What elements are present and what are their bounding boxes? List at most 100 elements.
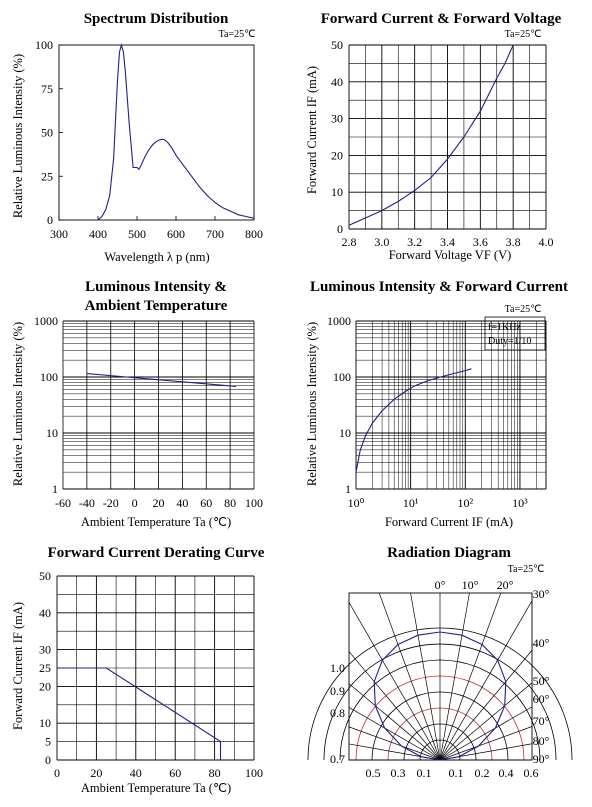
chart2-xtick-label: 3.6 xyxy=(473,235,488,249)
chart1-xlabel: Wavelength λ p (nm) xyxy=(104,250,209,264)
chart1-ytick-label: 25 xyxy=(41,169,53,183)
chart6-grid-ray xyxy=(348,683,441,761)
chart2-xtick-label: 3.4 xyxy=(440,235,455,249)
chart1-frame xyxy=(58,44,255,221)
chart1-ytick-label: 50 xyxy=(41,126,53,140)
chart1-annotation: Ta=25℃ xyxy=(219,29,256,40)
chart6-bottom-label: 0.3 xyxy=(391,766,406,780)
chart5-ylabel: Forward Current IF (mA) xyxy=(11,602,25,730)
chart5-ytick-label: 0 xyxy=(45,753,51,767)
chart4-annotation: Ta=25℃ xyxy=(505,304,542,315)
chart5-xtick-label: 80 xyxy=(209,766,221,780)
chart2-ytick-label: 10 xyxy=(331,185,343,199)
chart4-series-line xyxy=(355,368,472,473)
chart4-note-duty: Duty=1/10 xyxy=(488,336,531,347)
chart2-xtick-label: 3.2 xyxy=(407,235,422,249)
chart2-xtick-label: 3.8 xyxy=(506,235,521,249)
chart6-annotation: Ta=25℃ xyxy=(508,564,545,575)
chart2-series-line xyxy=(348,44,514,226)
chart3-xtick-label: 20 xyxy=(153,496,165,510)
chart4-ytick-label: 1 xyxy=(345,482,351,496)
chart3-xtick-label: 40 xyxy=(176,496,188,510)
chart6-grid-ray xyxy=(439,650,533,761)
chart5-series-line xyxy=(57,667,222,760)
chart4-ytick-label: 10 xyxy=(339,426,351,440)
chart6-left-label: 1.0 xyxy=(330,661,345,675)
chart4-title: Luminous Intensity & Forward Current xyxy=(310,279,568,295)
chart6-grid-ray xyxy=(439,592,502,761)
chart6-grid-ray xyxy=(348,651,441,761)
chart2-ylabel: Forward Current IF (mA) xyxy=(305,66,319,194)
chart5-xtick-label: 0 xyxy=(54,766,60,780)
chart6-grid-ray xyxy=(439,600,533,761)
chart6-bottom-label: 0.2 xyxy=(475,766,490,780)
chart4-note-freq: f=1KHz xyxy=(488,322,521,333)
chart2-ytick-label: 40 xyxy=(331,75,343,89)
chart1-xtick-label: 700 xyxy=(206,227,224,241)
chart4-ytick-label: 1000 xyxy=(327,314,351,328)
chart4-xtick-label: 10⁰ xyxy=(348,496,365,510)
chart5-xtick-label: 40 xyxy=(130,766,142,780)
chart5-ytick-label: 50 xyxy=(39,569,51,583)
chart6-angle-label: 20° xyxy=(497,578,514,592)
chart3-xtick-label: 60 xyxy=(200,496,212,510)
chart6-angle-label: 10° xyxy=(462,578,479,592)
chart6-grid-ray xyxy=(439,726,533,761)
chart5-xtick-label: 100 xyxy=(245,766,263,780)
chart1-xtick-label: 600 xyxy=(167,227,185,241)
chart4-ytick-label: 100 xyxy=(333,370,351,384)
chart6-angle-label: 70° xyxy=(533,714,550,728)
chart5-ytick-label: 30 xyxy=(39,643,51,657)
chart6-bottom-label: 0.4 xyxy=(499,766,514,780)
chart3-ytick-label: 100 xyxy=(40,370,58,384)
chart3-xlabel: Ambient Temperature Ta (℃) xyxy=(81,515,231,529)
chart6-grid-ray xyxy=(439,706,533,761)
chart6-grid-ray xyxy=(439,682,533,761)
chart6-bottom-label: 0.1 xyxy=(417,766,432,780)
chart1-ytick-label: 100 xyxy=(35,38,53,52)
chart6-grid-ray xyxy=(348,707,441,761)
chart2-xtick-label: 2.8 xyxy=(342,235,357,249)
chart5-ytick-label: 40 xyxy=(39,606,51,620)
chart6-angle-label: 80° xyxy=(533,734,550,748)
chart6-angle-label: 30° xyxy=(533,587,550,601)
chart6-title: Radiation Diagram xyxy=(387,545,511,561)
chart6-angle-label: 50° xyxy=(533,674,550,688)
chart6-bottom-label: 0.6 xyxy=(524,766,539,780)
chart6-angle-label: 0° xyxy=(435,578,446,592)
chart3-ytick-label: 1 xyxy=(52,482,58,496)
chart1-ytick-label: 75 xyxy=(41,82,53,96)
chart4-xlabel: Forward Current IF (mA) xyxy=(385,515,513,529)
chart2-ytick-label: 30 xyxy=(331,112,343,126)
chart1-ylabel: Relative Luminous Intensity (%) xyxy=(11,54,25,218)
chart1-xtick-label: 300 xyxy=(50,227,68,241)
chart3-title-line2: Ambient Temperature xyxy=(85,298,228,314)
chart2-annotation: Ta=25℃ xyxy=(505,29,542,40)
chart3-title-line1: Luminous Intensity & xyxy=(85,279,227,295)
chart3-xtick-label: -40 xyxy=(79,496,95,510)
chart6-grid-ray xyxy=(348,602,441,761)
chart4-xtick-label: 10¹ xyxy=(403,496,419,510)
chart3-xtick-label: -60 xyxy=(55,496,71,510)
chart2-xtick-label: 4.0 xyxy=(539,235,554,249)
chart1-title: Spectrum Distribution xyxy=(84,11,229,27)
chart3-series-line xyxy=(86,373,237,387)
chart6-bottom-label: 0.5 xyxy=(366,766,381,780)
chart3-ylabel: Relative Luminous Intensity (%) xyxy=(11,322,25,486)
chart6-left-label: 0.7 xyxy=(330,752,345,766)
chart1-xtick-label: 800 xyxy=(245,227,263,241)
chart5-xlabel: Ambient Temperature Ta (℃) xyxy=(81,781,231,795)
chart3-xtick-label: 80 xyxy=(224,496,236,510)
chart5-ytick-label: 20 xyxy=(39,679,51,693)
chart6-grid-ray xyxy=(439,592,470,761)
chart6-grid-ray xyxy=(348,726,441,761)
chart3-xtick-label: -20 xyxy=(103,496,119,510)
chart5-xtick-label: 20 xyxy=(90,766,102,780)
chart3-xtick-label: 100 xyxy=(245,496,263,510)
chart6-angle-label: 40° xyxy=(533,636,550,650)
chart5-ytick-label: 10 xyxy=(39,716,51,730)
chart2-title: Forward Current & Forward Voltage xyxy=(321,11,562,27)
chart4-ylabel: Relative Luminous Intensity (%) xyxy=(305,322,319,486)
chart2-ytick-label: 50 xyxy=(331,38,343,52)
